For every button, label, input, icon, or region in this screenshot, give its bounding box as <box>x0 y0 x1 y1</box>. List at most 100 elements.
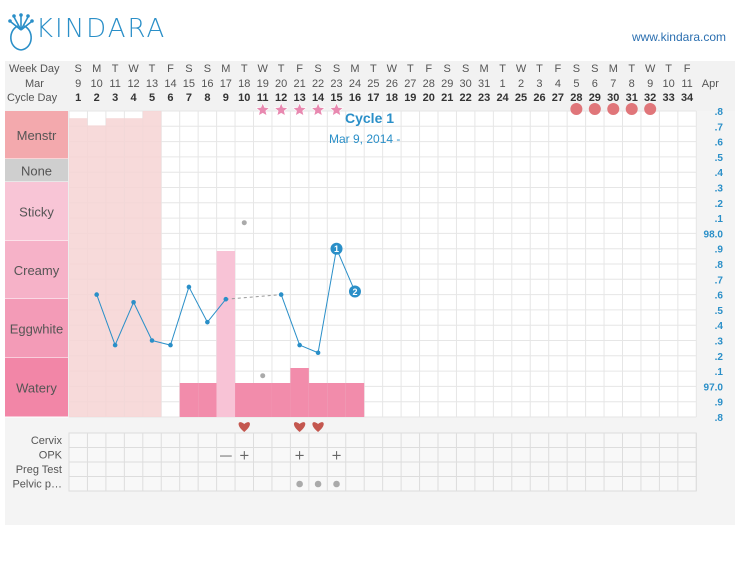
temperature-segment <box>206 298 227 323</box>
cycle-day-label: 6 <box>167 92 173 104</box>
fluid-label: Creamy <box>14 263 60 278</box>
cycle-day-label: 12 <box>275 92 287 104</box>
temp-tick-label: 97.0 <box>704 382 724 393</box>
date-label: 11 <box>109 78 120 90</box>
cycle-day-label: 3 <box>112 92 118 104</box>
date-label: 10 <box>91 78 103 90</box>
temperature-point <box>94 292 99 297</box>
fluid-label: Sticky <box>19 205 54 220</box>
opk-result: + <box>331 449 342 464</box>
cycle-title: Cycle 1 <box>345 110 394 126</box>
excluded-temperature-point <box>260 373 266 379</box>
menstruation-bar <box>69 118 88 417</box>
fluid-bar <box>290 368 309 417</box>
cycle-day-label: 11 <box>257 92 269 104</box>
date-label: 31 <box>478 78 490 90</box>
fluid-label: Menstr <box>17 128 57 143</box>
date-label: 13 <box>146 78 158 90</box>
date-label: 26 <box>386 78 398 90</box>
fluid-bar <box>198 383 217 417</box>
temp-tick-label: .6 <box>715 138 724 149</box>
cycle-day-label: 16 <box>349 92 361 104</box>
cycle-day-label: 9 <box>223 92 229 104</box>
menstruation-bar <box>105 118 125 417</box>
temp-tick-label: .7 <box>715 275 724 286</box>
fluid-band <box>5 241 68 299</box>
temperature-segment <box>169 286 190 346</box>
weekday-label: S <box>444 63 451 75</box>
temp-tick-label: .6 <box>715 291 724 302</box>
cycle-day-label: 21 <box>441 92 453 104</box>
cycle-day-label: 25 <box>515 92 527 104</box>
temp-tick-label: .8 <box>715 107 724 118</box>
temperature-point <box>297 342 302 348</box>
temperature-number-marker: 1 <box>330 242 343 255</box>
fertility-chart-panel: Week Day Mar Cycle Day Apr S 9 1 M 10 2 T 11 3 W 12 4 T 1… <box>5 61 735 525</box>
date-label: 15 <box>183 78 195 90</box>
cycle-day-label: 30 <box>607 92 619 104</box>
temp-tick-label: .2 <box>715 199 724 210</box>
temp-tick-label: .3 <box>715 184 724 195</box>
cycle-day-label: 29 <box>589 92 601 104</box>
pelvic-pain-dot <box>296 480 303 488</box>
predicted-period-circle <box>644 103 657 115</box>
cycle-day-label: 32 <box>644 92 656 104</box>
opk-result: + <box>239 449 250 464</box>
app-header: KINDARA www.kindara.com <box>0 0 740 58</box>
temp-tick-label: .9 <box>715 398 724 409</box>
star-icon <box>329 102 344 117</box>
date-label: 5 <box>573 78 579 90</box>
marker-circle <box>348 285 361 298</box>
fluid-band <box>5 299 68 358</box>
weekday-label: T <box>149 63 156 75</box>
weekday-label: T <box>628 63 635 75</box>
date-label: 11 <box>681 78 692 90</box>
fluid-bar <box>216 251 236 417</box>
cycle-day-label: 26 <box>533 92 545 104</box>
weekday-label: T <box>370 63 377 75</box>
temp-tick-label: .3 <box>715 337 724 348</box>
weekday-label: M <box>480 63 489 75</box>
weekday-label: S <box>204 63 211 75</box>
bottom-grid-lines <box>68 433 697 491</box>
temperature-point <box>315 350 321 356</box>
cycle-day-label: 7 <box>186 92 192 104</box>
fluid-bar <box>327 383 346 417</box>
star-icon <box>292 102 308 117</box>
weekday-label: T <box>278 63 285 75</box>
temperature-segment <box>317 248 338 353</box>
cycle-day-row-label: Cycle Day <box>7 92 58 104</box>
fluid-band <box>5 358 68 417</box>
date-label: 29 <box>441 78 453 90</box>
predicted-period-circle <box>607 103 620 115</box>
date-label: 3 <box>536 78 542 90</box>
cycle-day-label: 8 <box>204 92 210 104</box>
star-icon <box>310 102 326 117</box>
date-label: 17 <box>220 78 232 90</box>
temperature-segment <box>96 294 116 346</box>
temp-tick-label: .1 <box>715 367 724 378</box>
date-label: 9 <box>75 78 81 90</box>
date-label: 16 <box>201 78 213 90</box>
weekday-row-label: Week Day <box>9 63 60 75</box>
website-link[interactable]: www.kindara.com <box>631 30 726 44</box>
cycle-day-label: 24 <box>496 92 509 104</box>
date-label: 10 <box>663 78 675 90</box>
cycle-day-label: 4 <box>131 92 138 104</box>
pelvic-pain-dot <box>333 480 340 488</box>
date-label: 7 <box>610 78 616 90</box>
weekday-label: W <box>258 63 269 75</box>
date-label: 1 <box>500 78 506 90</box>
fluid-bar <box>235 383 254 417</box>
weekday-label: W <box>645 63 656 75</box>
cycle-day-label: 19 <box>404 92 416 104</box>
temp-tick-label: .7 <box>715 122 724 133</box>
weekday-label: S <box>314 63 321 75</box>
temp-tick-label: .4 <box>715 168 724 179</box>
menstruation-bar <box>87 125 106 418</box>
temperature-point <box>168 342 173 348</box>
marker-label: 1 <box>334 244 339 254</box>
temperature-segment <box>336 248 356 292</box>
date-label: 6 <box>592 78 598 90</box>
weekday-label: W <box>128 63 139 75</box>
